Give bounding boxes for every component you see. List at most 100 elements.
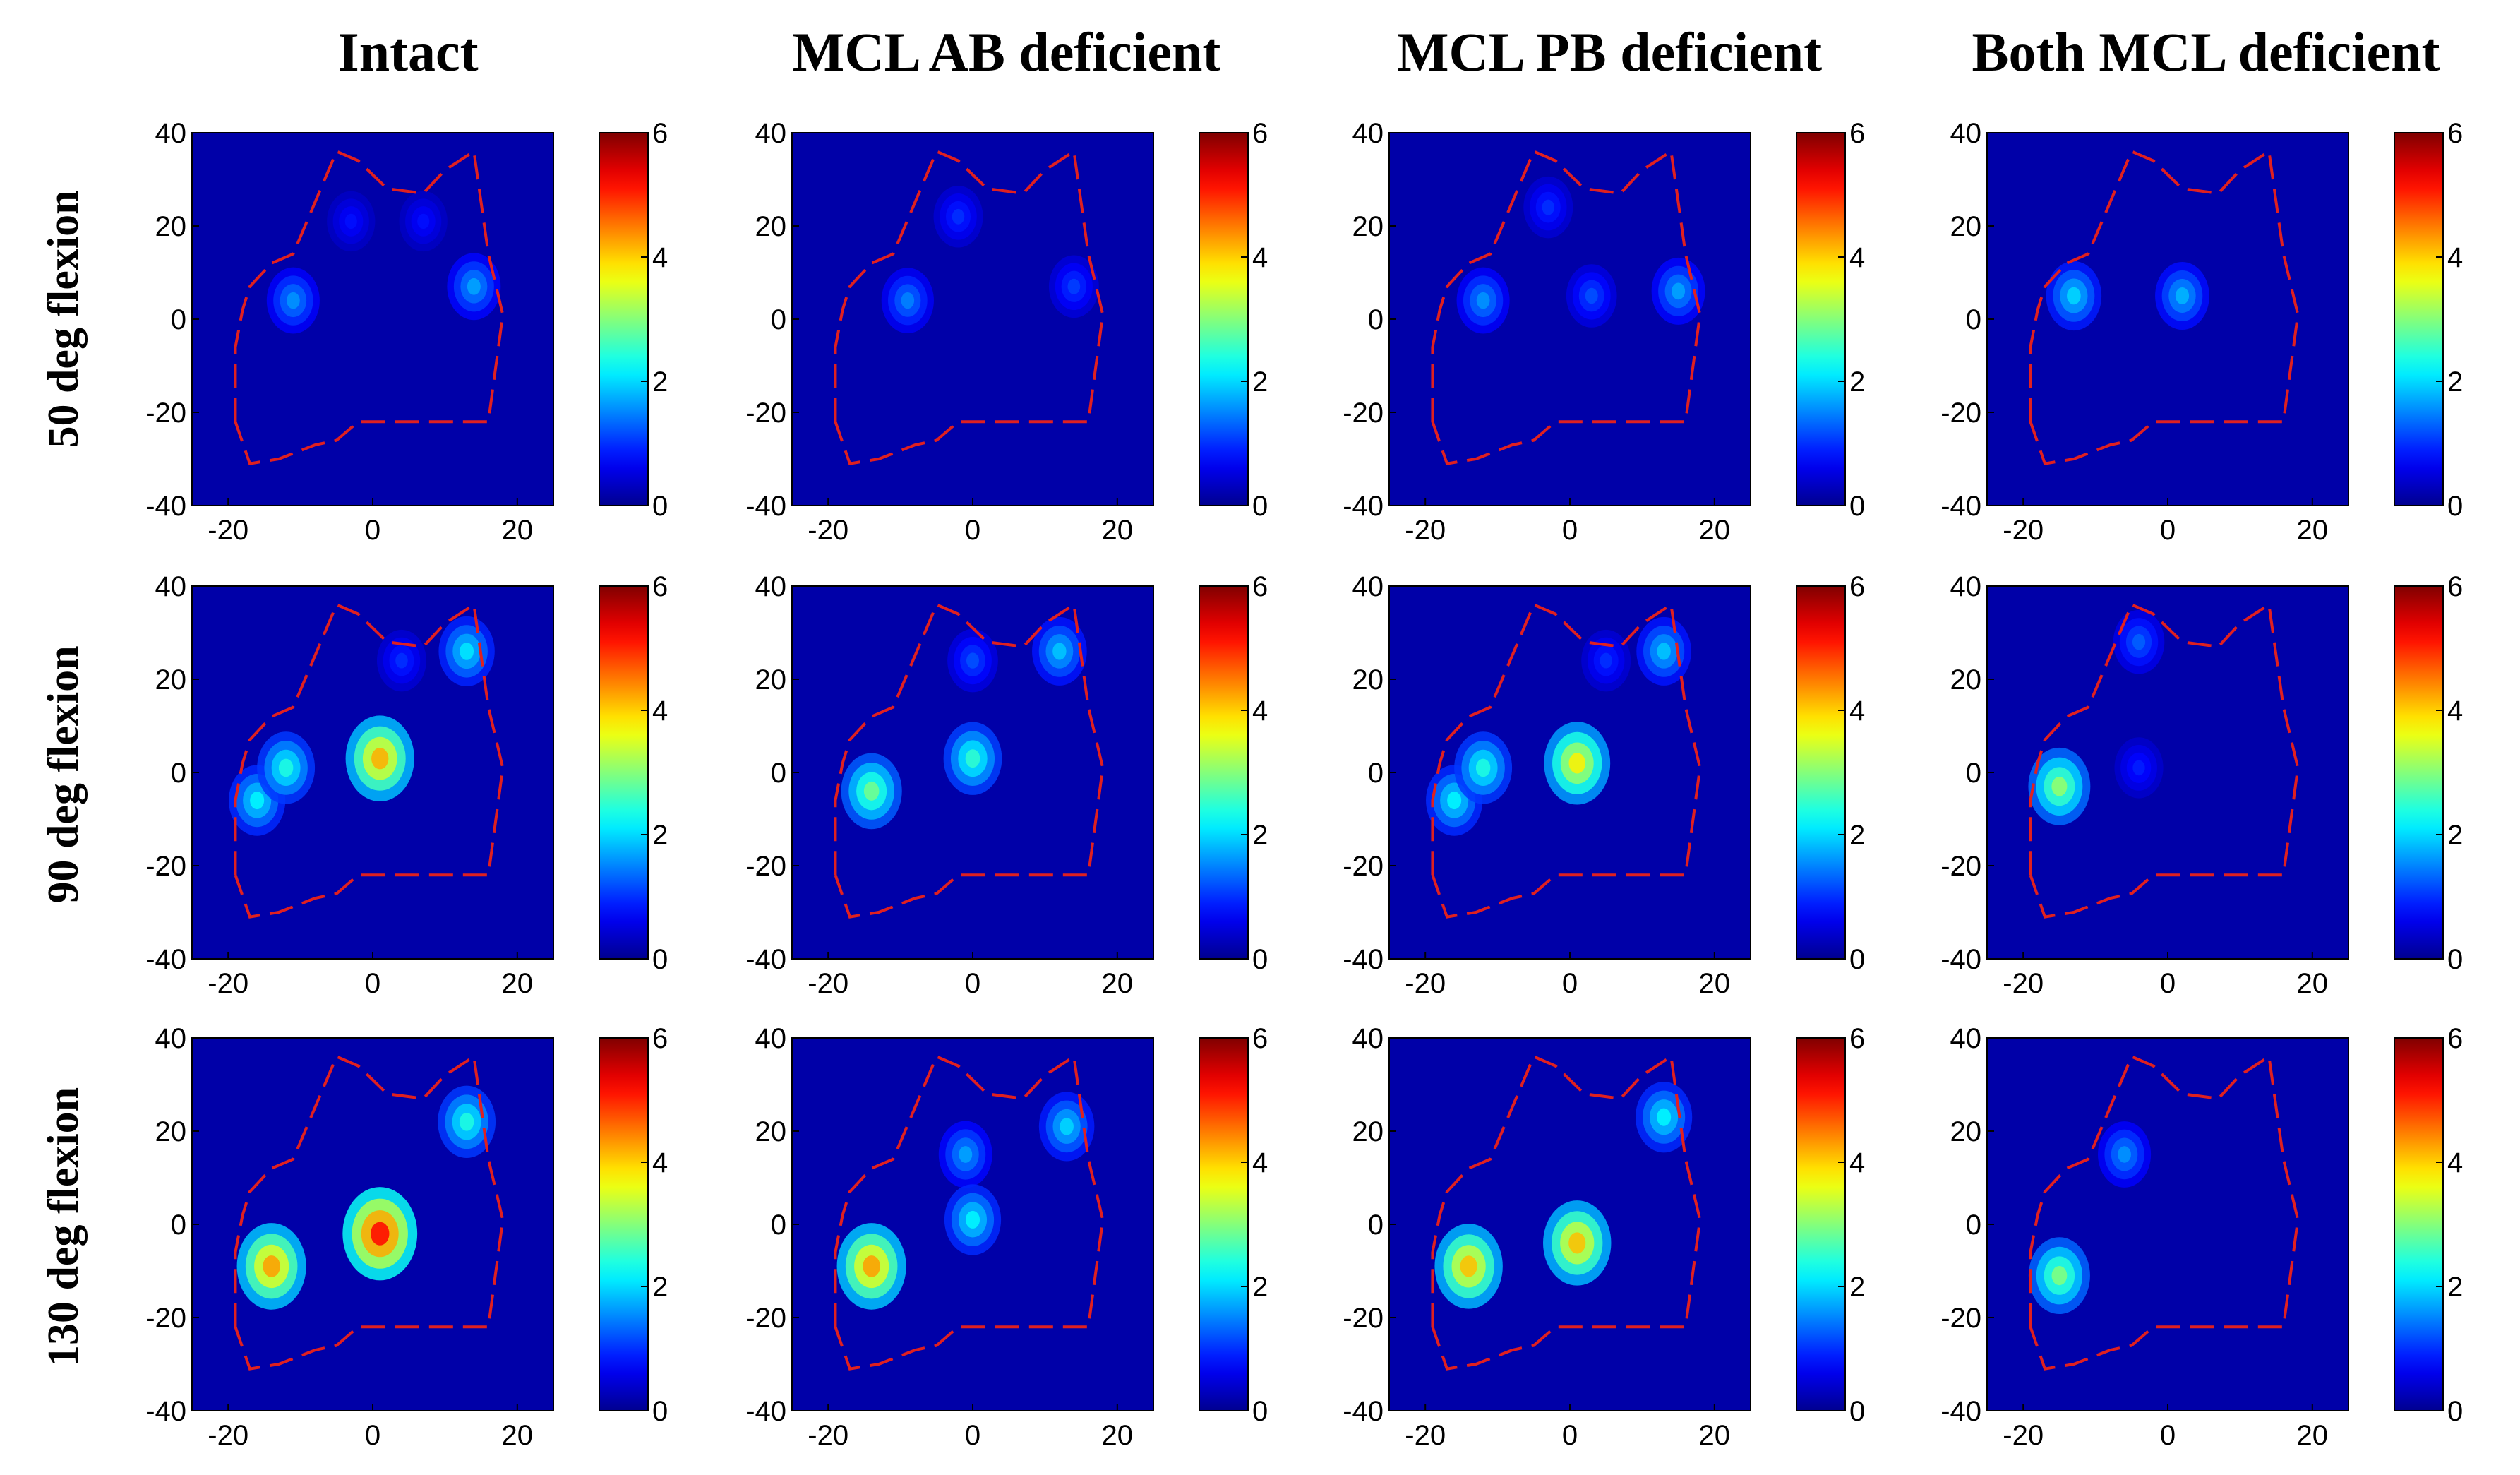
y-tick-label: -40	[1343, 1396, 1384, 1427]
y-tick-label: 40	[1352, 1023, 1384, 1054]
tibial-outline	[834, 602, 1105, 919]
pressure-hotspot	[1585, 287, 1598, 304]
y-tick-label: 0	[1368, 758, 1384, 789]
colorbar-tick-label: 2	[652, 366, 668, 398]
x-tick-label: 0	[965, 515, 980, 546]
pressure-hotspot	[1568, 753, 1585, 774]
colorbar	[2394, 585, 2444, 960]
colorbar-tick-label: 2	[2447, 366, 2463, 398]
y-tick-label: -40	[745, 944, 786, 975]
pressure-hotspot	[1475, 758, 1491, 777]
y-tick-label: 20	[1352, 664, 1384, 695]
y-tick-label: 20	[155, 211, 187, 242]
y-tick-label: 20	[1950, 664, 1982, 695]
y-tick-label: 0	[1368, 304, 1384, 335]
pressure-hotspot	[2132, 633, 2146, 650]
colorbar-tick-label: 4	[1849, 695, 1865, 727]
tibial-outline	[1431, 602, 1702, 919]
y-tick-label: 20	[1950, 211, 1982, 242]
pressure-hotspot	[278, 758, 294, 777]
y-tick-label: 20	[1352, 1116, 1384, 1147]
y-tick-label: 0	[1966, 1210, 1981, 1241]
y-tick-label: 40	[155, 1023, 187, 1054]
colorbar-tick-label: 0	[1252, 1396, 1268, 1427]
colorbar-tick-label: 4	[1252, 695, 1268, 727]
colorbar-tick-label: 6	[1849, 571, 1865, 602]
colorbar	[599, 1037, 649, 1411]
colorbar-tick-label: 4	[1849, 1147, 1865, 1178]
x-tick-label: 20	[1699, 968, 1731, 999]
y-tick-label: 40	[755, 571, 787, 602]
y-tick-label: -20	[145, 851, 186, 882]
x-tick-label: -20	[808, 968, 848, 999]
x-tick-label: 0	[1562, 515, 1578, 546]
colorbar-tick-label: 0	[2447, 944, 2463, 975]
colorbar	[1199, 132, 1249, 506]
x-tick-label: 20	[2297, 1420, 2329, 1451]
panel-background	[1987, 1038, 2348, 1411]
x-tick-label: 20	[1102, 1420, 1134, 1451]
x-tick-label: 20	[502, 515, 534, 546]
y-tick-label: -20	[745, 398, 786, 429]
y-tick-label: 20	[755, 664, 787, 695]
colorbar-tick-label: 0	[1849, 944, 1865, 975]
x-tick-label: -20	[808, 1420, 848, 1451]
x-tick-label: 20	[2297, 968, 2329, 999]
colorbar-tick-label: 0	[652, 944, 668, 975]
column-title: Intact	[337, 21, 478, 83]
y-tick-label: 20	[755, 1116, 787, 1147]
pressure-hotspot	[1657, 643, 1671, 660]
pressure-hotspot	[1447, 792, 1462, 810]
pressure-hotspot	[467, 277, 481, 295]
y-tick-label: 0	[1966, 304, 1981, 335]
pressure-hotspot	[417, 213, 430, 229]
x-tick-label: 0	[2160, 1420, 2176, 1451]
tibial-outline	[234, 1054, 505, 1371]
y-tick-label: -40	[1940, 491, 1981, 522]
tibial-outline	[234, 602, 505, 919]
x-tick-label: 20	[502, 1420, 534, 1451]
x-tick-label: 20	[502, 968, 534, 999]
pressure-hotspot	[395, 652, 408, 669]
y-tick-label: -40	[745, 491, 786, 522]
pressure-hotspot	[250, 792, 265, 810]
x-tick-label: 20	[1699, 1420, 1731, 1451]
pressure-hotspot	[959, 1146, 973, 1163]
y-tick-label: -20	[1343, 851, 1384, 882]
colorbar	[1199, 585, 1249, 960]
x-tick-label: 20	[1699, 515, 1731, 546]
colorbar-tick-label: 6	[1252, 118, 1268, 149]
y-tick-label: -40	[145, 944, 186, 975]
colorbar-tick-label: 6	[1849, 118, 1865, 149]
colorbar-tick-label: 2	[652, 1272, 668, 1303]
x-tick-label: -20	[2003, 515, 2044, 546]
colorbar-tick-label: 2	[1252, 820, 1268, 851]
pressure-hotspot	[1067, 278, 1081, 294]
panel-background	[1389, 133, 1751, 506]
y-tick-label: -20	[745, 1303, 786, 1334]
x-tick-label: 0	[965, 968, 980, 999]
colorbar-tick-label: 2	[1849, 1272, 1865, 1303]
y-tick-label: 40	[155, 118, 187, 149]
x-tick-label: 0	[965, 1420, 980, 1451]
colorbar	[599, 585, 649, 960]
colorbar-tick-label: 4	[2447, 695, 2463, 727]
colorbar	[1796, 585, 1846, 960]
tibial-outline	[2029, 1054, 2300, 1371]
colorbar-tick-label: 2	[1252, 366, 1268, 398]
y-tick-label: -20	[1343, 1303, 1384, 1334]
colorbar-tick-label: 0	[652, 491, 668, 522]
pressure-hotspot	[2132, 760, 2145, 776]
row-title: 130 deg flexion	[40, 1087, 88, 1367]
pressure-hotspot	[952, 208, 965, 225]
colorbar-tick-label: 0	[1849, 491, 1865, 522]
y-tick-label: 0	[171, 758, 186, 789]
x-tick-label: 0	[365, 968, 380, 999]
y-tick-label: -20	[145, 1303, 186, 1334]
pressure-hotspot	[863, 1255, 880, 1277]
